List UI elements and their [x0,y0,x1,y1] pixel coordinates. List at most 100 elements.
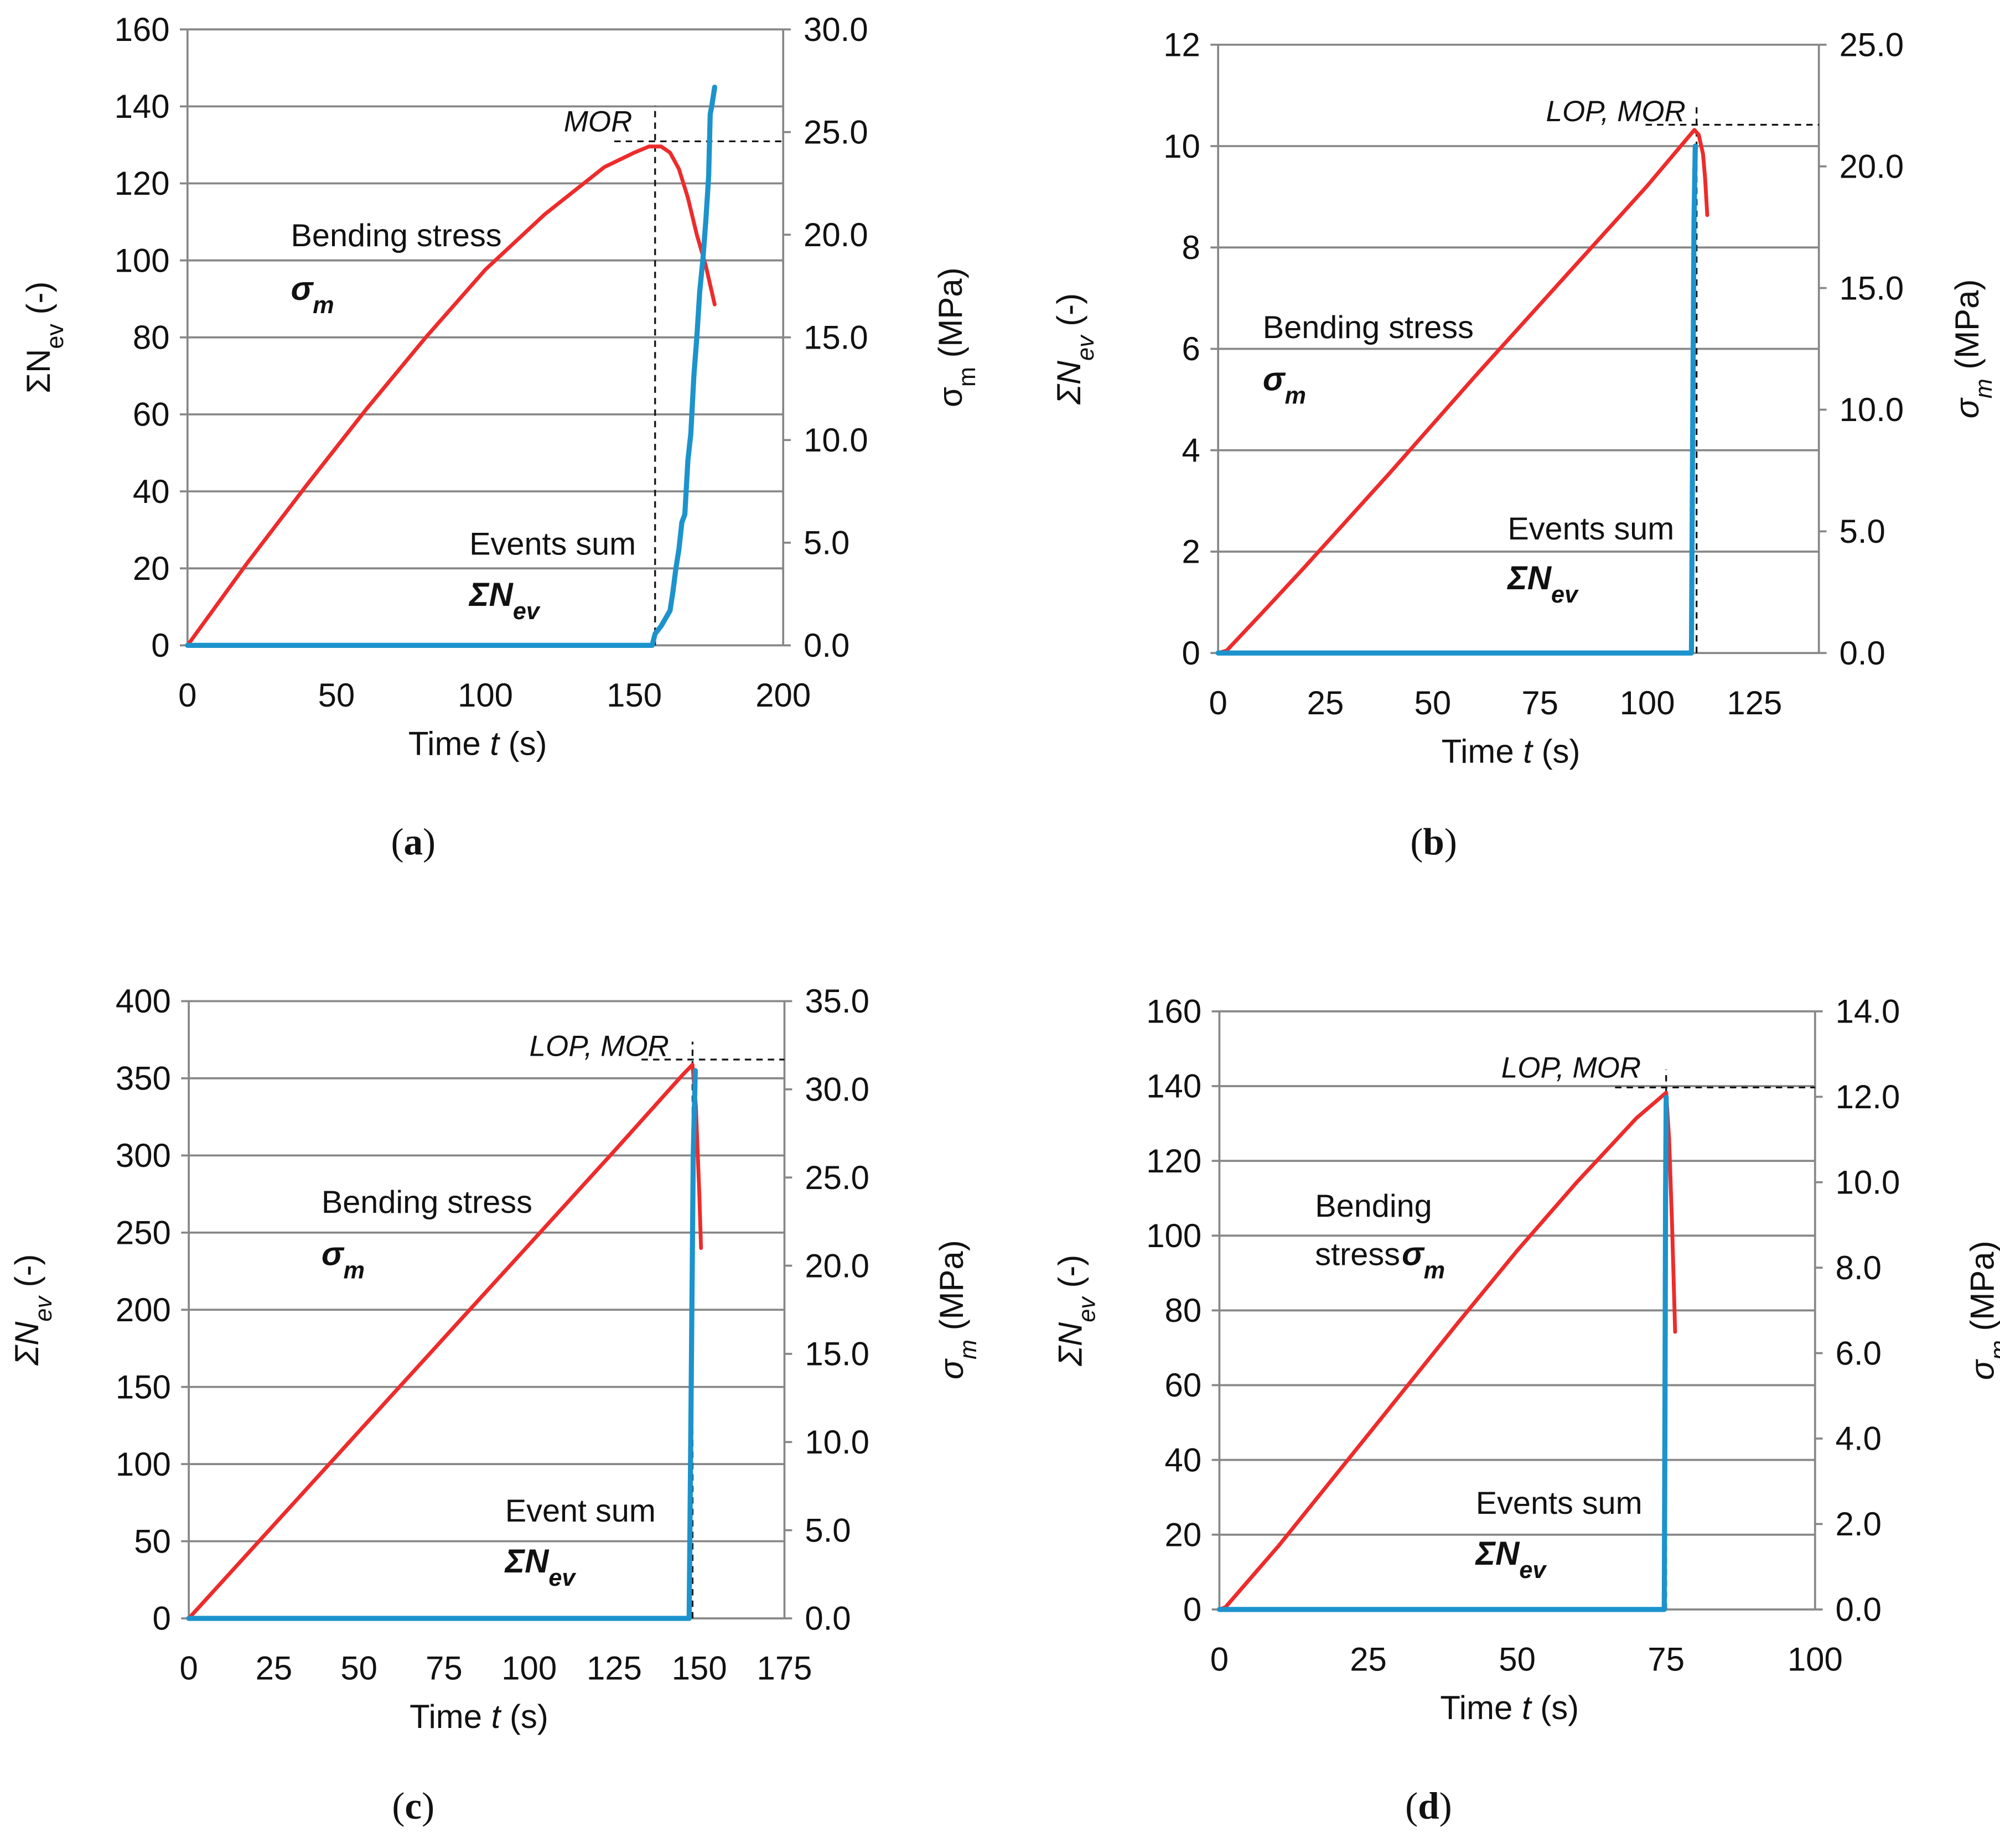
y-left-tick-label: 300 [116,1137,171,1174]
x-tick-label: 25 [1350,1641,1387,1678]
peak-label: MOR [564,106,633,138]
y-left-tick-label: 120 [115,165,170,202]
y-right-axis-label: σm (MPa) [1949,279,1997,419]
events-symbol: ΣNev [504,1543,577,1591]
events-series-line [186,1068,698,1621]
y-right-tick-label: 30.0 [804,11,868,48]
x-tick-label: 25 [256,1650,293,1687]
chart-panel-d: 0 20 40 60 80 100 120 140 160 0.0 2.0 4.0 6.0 8.0 10.0… [1052,993,2000,1827]
y-left-tick-label: 2 [1182,533,1200,570]
stress-label-2: stress [1315,1237,1400,1273]
y-right-label-text: σm (MPa) [932,267,981,407]
x-tick-label: 100 [458,677,513,714]
y-left-tick-label: 160 [115,11,170,48]
chart-panel-a: 0 20 40 60 80 100 120 140 160 0.0 5.0 10.0 15.0 20.0 2… [20,11,981,863]
y-right-tick-label: 20.0 [804,216,868,253]
y-left-label-text: ΣNev (-) [8,1254,57,1366]
x-tick-label: 125 [587,1650,642,1687]
y-left-tick-label: 0 [151,627,169,664]
x-tick-label: 200 [755,677,811,714]
stress-label: Bending [1315,1188,1432,1224]
y-left-tick-label: 8 [1182,229,1200,266]
y-left-tick-label: 20 [1165,1516,1202,1553]
panel-caption: (d) [1405,1784,1452,1827]
x-axis-label: Time t (s) [1442,733,1581,770]
y-left-tick-label: 6 [1182,330,1200,367]
y-right-tick-label: 5.0 [804,525,849,562]
y-right-tick-label: 4.0 [1836,1420,1882,1457]
y-right-tick-label: 14.0 [1836,993,1900,1030]
y-left-tick-label: 80 [1165,1292,1202,1329]
y-left-tick-label: 120 [1146,1143,1201,1180]
y-right-axis-label: σm (MPa) [933,1240,982,1379]
y-left-label-text: ΣNev (-) [1052,1255,1101,1367]
y-right-tick-label: 10.0 [1840,391,1904,428]
y-right-tick-label: 25.0 [804,113,868,150]
stress-symbol: σm [322,1236,365,1284]
x-tick-label: 0 [1210,1641,1229,1678]
y-left-tick-label: 10 [1163,128,1200,165]
y-right-tick-label: 10.0 [804,422,868,459]
events-series-line [185,84,718,648]
y-left-tick-label: 250 [116,1214,171,1252]
y-right-tick-label: 15.0 [804,319,868,356]
y-right-tick-label: 30.0 [805,1071,869,1108]
x-axis-label: Time t (s) [408,725,547,762]
gridlines [1219,1010,1815,1611]
y-left-axis-label: ΣNev (-) [1052,1255,1101,1367]
y-left-axis-label: ΣNev (-) [1050,293,1099,405]
gridlines [1218,43,1819,655]
x-tick-label: 25 [1307,684,1344,721]
y-right-label-text: σm (MPa) [933,1240,982,1379]
y-left-tick-label: 100 [116,1446,171,1483]
y-right-tick-label: 15.0 [805,1336,869,1373]
y-right-tick-label: 10.0 [1836,1164,1900,1201]
stress-series-line [1217,1091,1677,1612]
y-left-label-text: ΣNev (-) [1050,293,1099,405]
x-tick-label: 100 [1620,684,1675,721]
events-symbol: ΣNev [1475,1535,1547,1584]
y-left-tick-label: 100 [1146,1217,1201,1254]
events-label: Events sum [1507,511,1674,547]
peak-label: LOP, MOR [530,1030,669,1063]
y-left-tick-label: 140 [1146,1068,1201,1105]
peak-label: LOP, MOR [1501,1052,1641,1084]
y-right-tick-label: 25.0 [1840,27,1904,64]
y-left-tick-label: 0 [1182,635,1200,672]
stress-symbol: σm [1263,360,1306,409]
x-tick-label: 100 [501,1650,557,1687]
y-left-tick-label: 140 [115,88,170,125]
y-right-tick-label: 10.0 [805,1424,869,1461]
stress-series-line [1216,128,1709,655]
chart-panel-b: 0 2 4 6 8 10 12 0.0 5.0 10.0 15.0 20.0 25.0 0 25 50 75 10… [1050,27,1997,863]
x-tick-label: 0 [1209,684,1227,721]
events-symbol: ΣNev [468,576,541,625]
y-left-tick-label: 160 [1146,993,1201,1030]
y-right-tick-label: 0.0 [805,1600,851,1637]
x-tick-label: 175 [757,1650,812,1687]
y-left-label-text: ΣNev (-) [20,282,69,393]
y-right-axis-label: σm (MPa) [932,267,981,407]
events-label: Event sum [505,1493,656,1529]
y-right-tick-label: 20.0 [1840,148,1904,185]
y-right-tick-label: 0.0 [1840,635,1885,672]
x-tick-label: 50 [318,677,355,714]
stress-symbol: σm [291,270,334,319]
x-tick-label: 150 [607,677,662,714]
x-tick-label: 100 [1787,1641,1843,1678]
y-left-tick-label: 60 [1165,1367,1202,1404]
x-tick-label: 75 [1647,1641,1685,1678]
x-axis-label: Time t (s) [1440,1689,1579,1726]
chart-panel-c: 0501001502002503003504000.05.010.015.020… [8,983,982,1827]
stress-series-line [185,144,717,647]
y-left-tick-label: 0 [153,1600,171,1637]
stress-label: Bending stress [1263,310,1474,345]
x-tick-label: 50 [1414,684,1452,721]
y-right-tick-label: 15.0 [1840,269,1904,307]
y-right-tick-label: 35.0 [805,983,869,1020]
events-series-line [1216,1094,1669,1612]
y-left-tick-label: 350 [116,1060,171,1097]
y-left-tick-label: 40 [1165,1441,1202,1478]
y-right-tick-label: 5.0 [805,1512,851,1549]
